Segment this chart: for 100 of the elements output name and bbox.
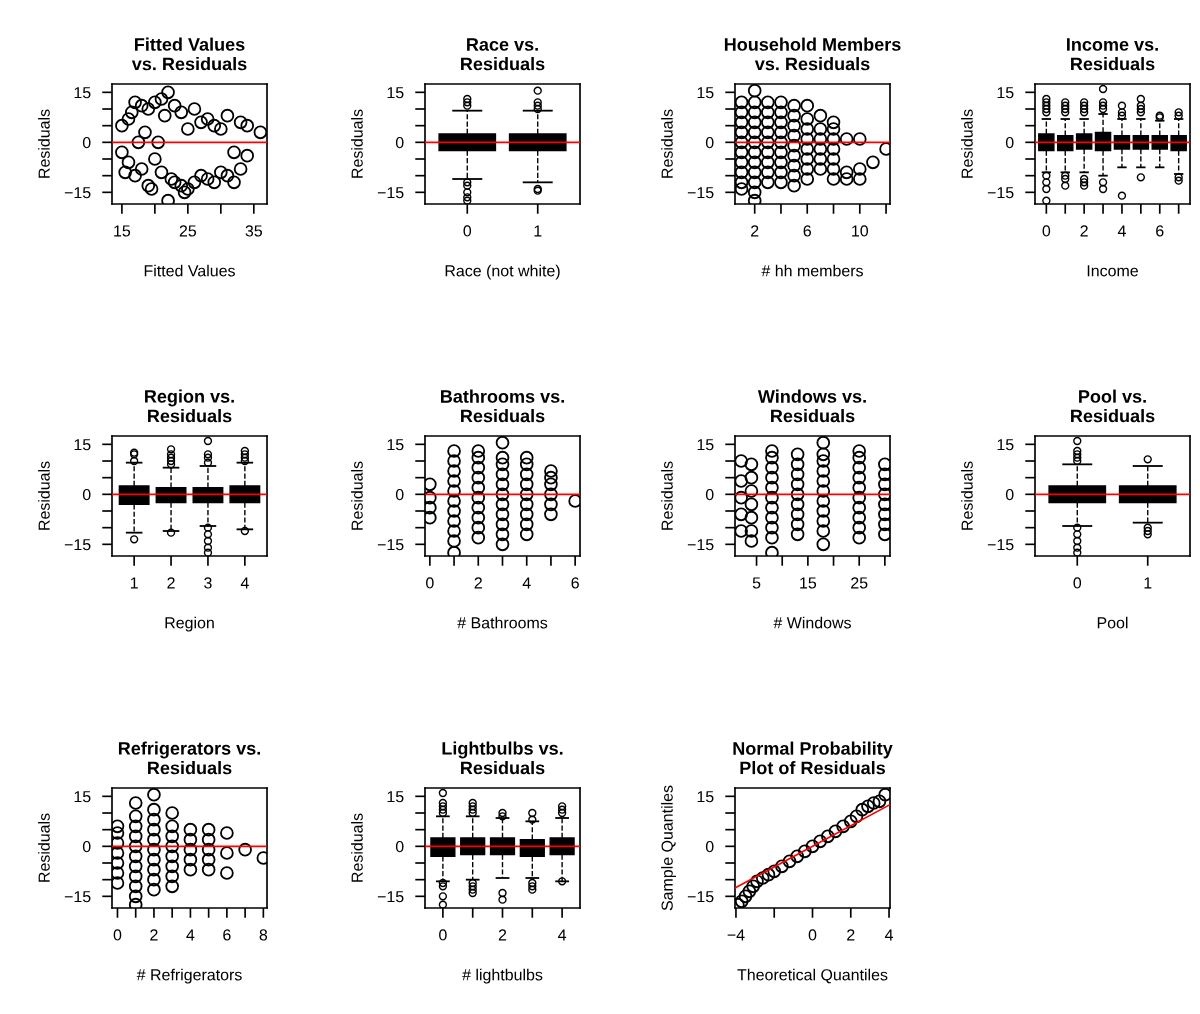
point [194,168,208,183]
y-tick-label: 0 [1005,136,1014,149]
y-tick-label: −15 [987,187,1014,199]
point [813,834,827,849]
point [471,460,486,475]
x-tick-label: 8 [259,929,268,941]
x-tick-label: 4 [522,577,531,589]
y-tick-label: −15 [64,187,91,199]
point [775,859,789,874]
x-axis-title: Pool [1097,616,1128,629]
point [147,788,161,802]
x-axis-title: # hh members [761,264,863,277]
point [519,457,534,472]
x-axis-title: Theoretical Quantiles [737,968,888,984]
point [544,487,558,502]
point [798,844,812,859]
point [183,832,198,847]
chart-title: Region vs. Residuals [145,389,234,423]
point [128,839,143,854]
x-tick-label: 10 [852,225,869,237]
y-tick-label: 15 [74,439,91,451]
y-axis-title: Residuals [351,461,363,530]
x-axis-title: # lightbulbs [462,968,543,984]
point [148,152,162,166]
point [447,524,461,538]
x-axis-title: Race (not white) [445,264,560,280]
point [148,95,162,110]
point [519,450,534,465]
point [233,115,248,130]
chart-title: Windows vs. Residuals [757,389,866,423]
point [519,467,534,482]
x-tick-label: 2 [498,929,507,941]
y-tick-label: 0 [705,840,714,853]
point [138,125,152,140]
point [144,182,159,196]
point [183,862,198,877]
point [124,105,139,120]
y-tick-label: 0 [395,136,404,149]
point [181,122,195,136]
point [519,477,534,492]
point [181,182,195,196]
point [519,487,534,502]
point [253,125,267,140]
x-tick-label: 1 [534,225,542,237]
point [471,520,486,535]
point [836,819,850,834]
point [112,876,125,890]
y-tick-label: 15 [74,87,91,99]
y-tick-label: 0 [395,488,404,501]
point [495,537,510,552]
point [154,92,169,106]
x-tick-label: 0 [439,929,447,941]
y-tick-label: 0 [395,840,404,853]
point [220,826,234,840]
point [134,162,149,176]
point [220,108,235,123]
point [112,846,125,860]
point [112,856,125,870]
point [738,889,753,904]
point [128,796,143,810]
chart-title: Fitted Values vs. Residuals [131,37,247,71]
point [128,859,143,874]
point [128,168,142,183]
point [790,849,804,864]
point [495,477,510,492]
point [165,859,179,874]
point [238,842,252,857]
point [855,802,870,817]
y-tick-label: −15 [377,187,404,199]
point [151,135,165,150]
y-tick-label: 0 [705,488,714,501]
point [861,799,875,814]
point [544,497,558,512]
x-tick-label: 4 [1117,225,1126,237]
point [147,852,161,867]
point [544,470,558,485]
point [167,175,182,190]
x-tick-label: 5 [752,577,761,589]
point [112,866,125,880]
chart-title: Pool vs. Residuals [1071,389,1155,423]
x-axis-title: # Refrigerators [136,968,242,984]
x-axis-title: Region [165,616,214,632]
x-tick-label: 1 [130,577,138,589]
point [128,819,143,834]
point [782,854,797,869]
x-tick-label: 0 [113,929,122,941]
point [742,884,757,899]
point [447,514,461,528]
x-tick-label: 0 [426,577,434,589]
point [761,867,776,882]
y-tick-label: 0 [82,840,91,853]
point [115,118,129,133]
point [214,122,228,136]
y-axis-title: Residuals [961,109,973,178]
point [165,879,179,894]
point [112,836,125,850]
point [131,135,146,150]
point [471,470,486,485]
point [165,839,179,854]
x-tick-label: 2 [1080,225,1088,237]
